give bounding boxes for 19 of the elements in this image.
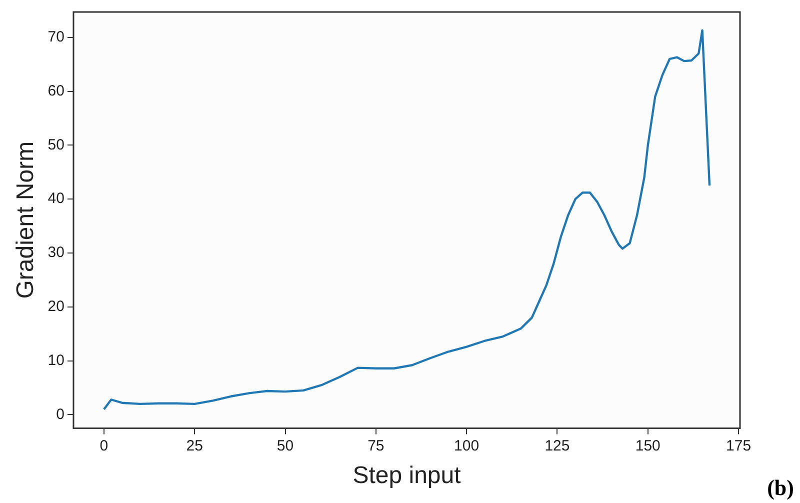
y-tick-label: 60 bbox=[48, 82, 64, 100]
x-tick-label: 100 bbox=[454, 437, 480, 454]
x-tick-label: 75 bbox=[368, 437, 384, 454]
x-tick-label: 150 bbox=[635, 437, 660, 454]
y-tick-label: 40 bbox=[48, 190, 64, 208]
y-tick-label: 50 bbox=[48, 136, 64, 154]
y-axis-title: Gradient Norm bbox=[12, 141, 40, 299]
x-tick-label: 0 bbox=[100, 437, 108, 454]
x-axis-title: Step input bbox=[352, 462, 462, 490]
x-tick-label: 125 bbox=[544, 437, 570, 454]
x-tick-label: 175 bbox=[726, 437, 752, 454]
y-tick-label: 70 bbox=[48, 28, 64, 46]
text: (b) bbox=[767, 475, 794, 501]
y-tick-label: 0 bbox=[56, 406, 64, 423]
y-tick-label: 10 bbox=[48, 352, 64, 369]
y-tick-label: 30 bbox=[48, 244, 64, 262]
x-tick-label: 25 bbox=[186, 437, 203, 454]
y-tick-label: 20 bbox=[48, 298, 64, 316]
x-tick-label: 50 bbox=[276, 437, 294, 454]
